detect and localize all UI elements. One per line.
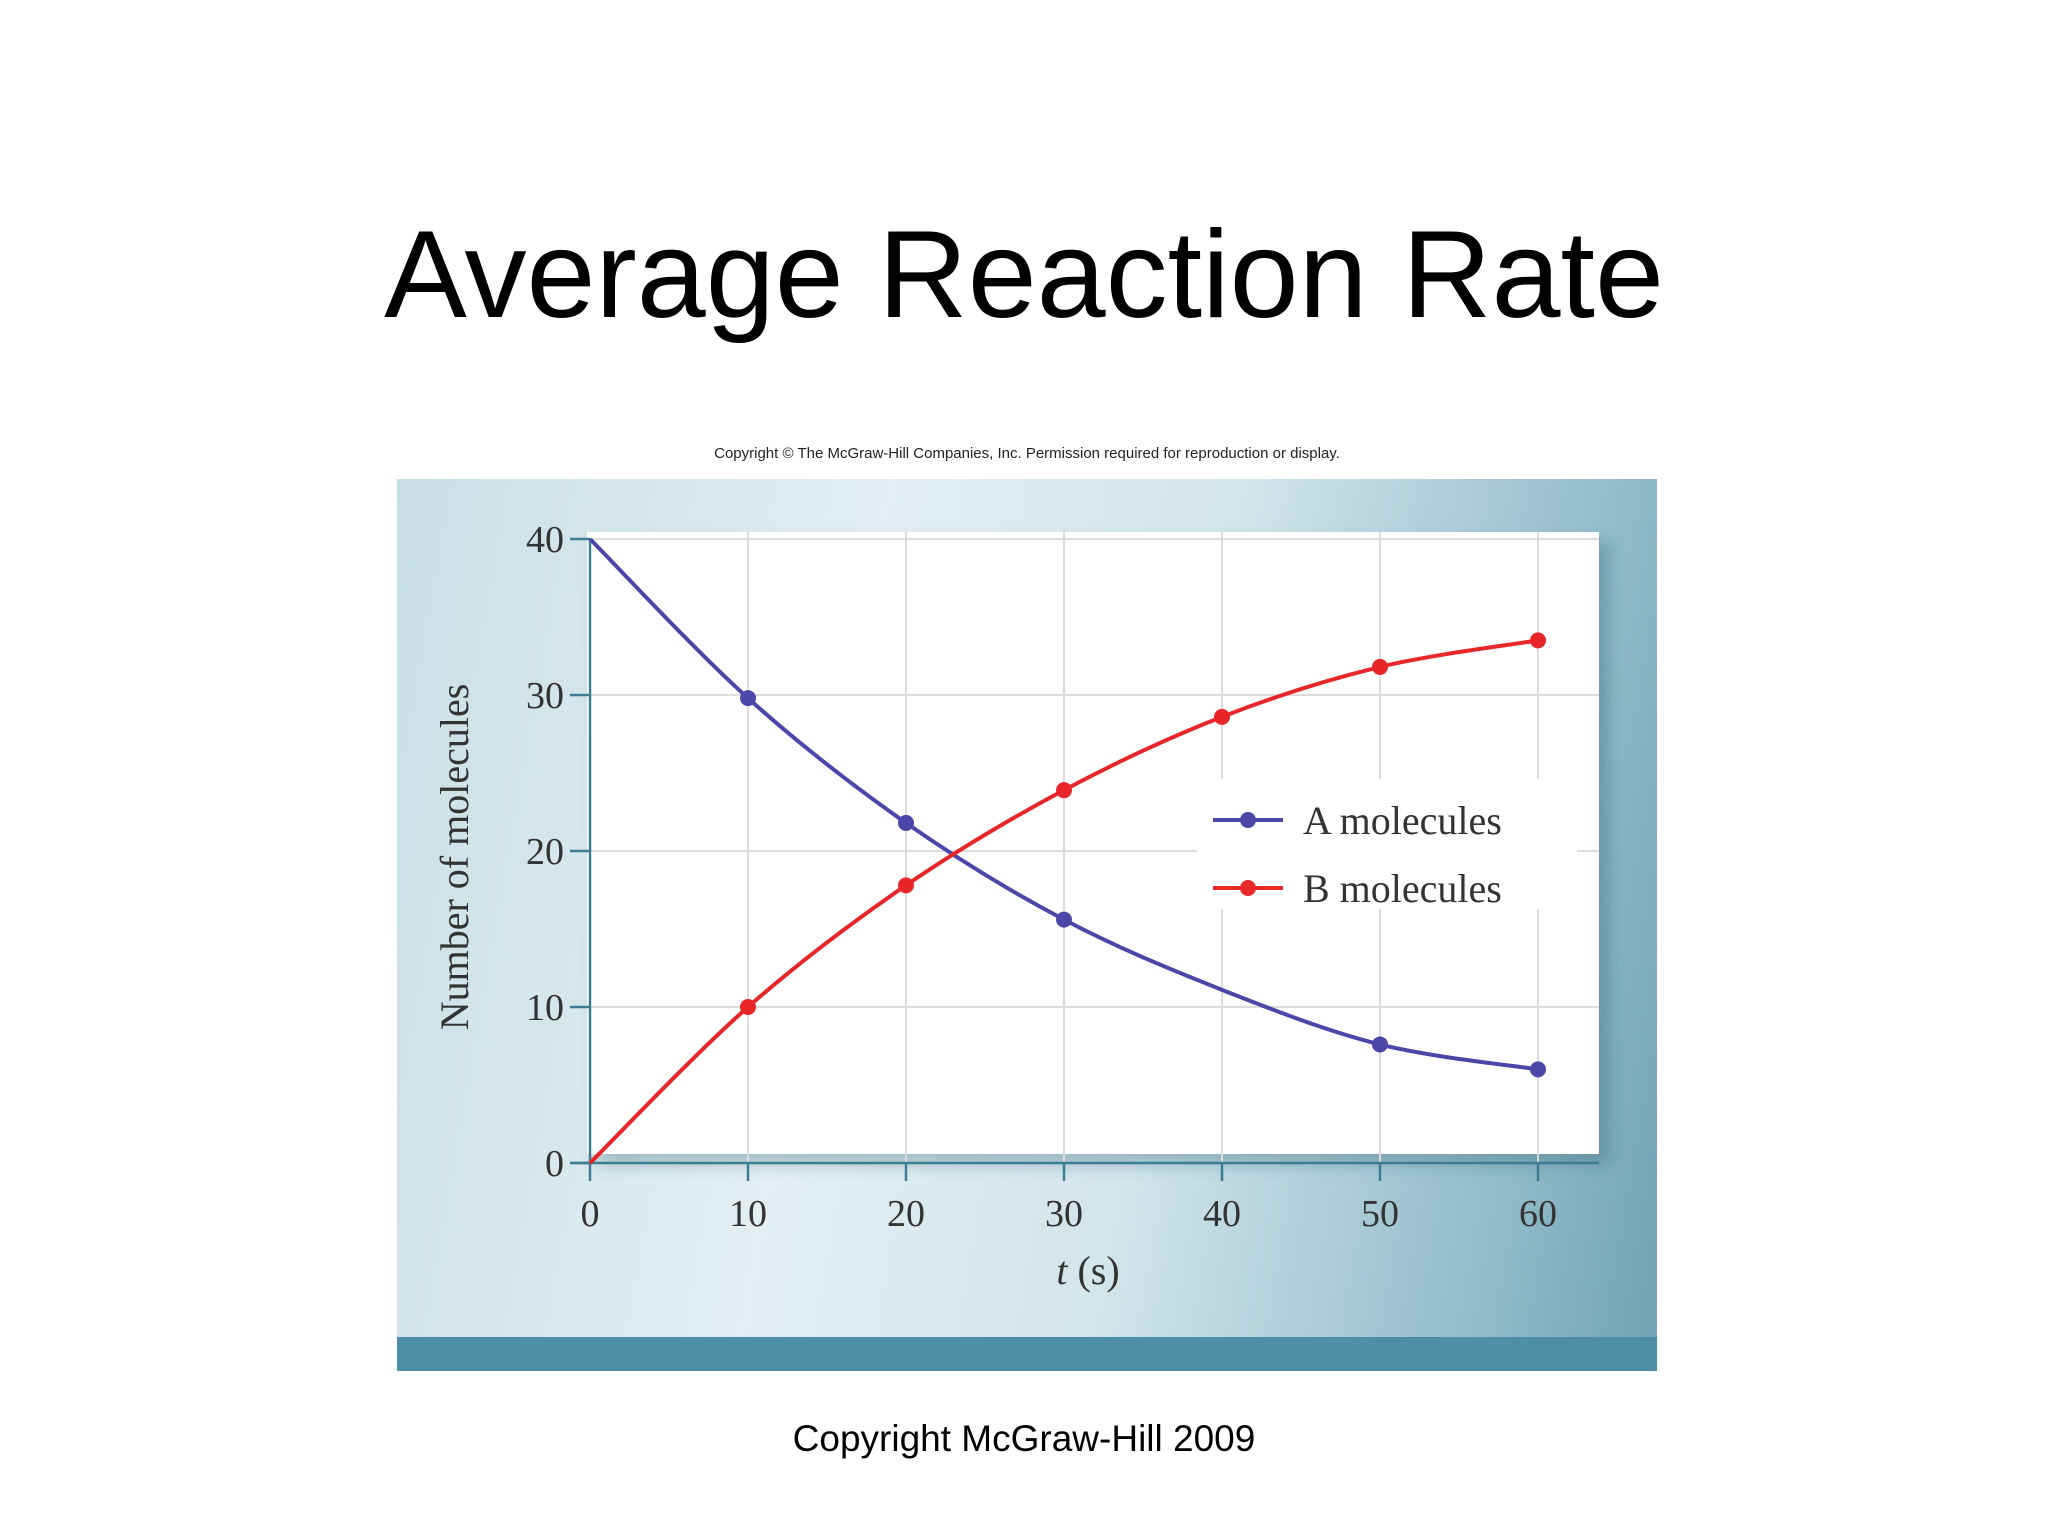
x-tick-label: 50 (1361, 1193, 1399, 1235)
slide-footer-copyright: Copyright McGraw-Hill 2009 (792, 1418, 1256, 1459)
legend-label-a-molecules: A molecules (1303, 798, 1502, 843)
data-point-b-molecules (740, 999, 756, 1015)
data-point-a-molecules (1372, 1036, 1388, 1053)
x-tick-label: 30 (1045, 1193, 1083, 1235)
slide-title: Average Reaction Rate (384, 206, 1664, 344)
legend-label-b-molecules: B molecules (1303, 866, 1502, 911)
figure-copyright-notice: Copyright © The McGraw-Hill Companies, I… (714, 445, 1340, 462)
data-point-b-molecules (1056, 782, 1072, 799)
data-series (588, 537, 1546, 1165)
data-point-a-molecules (1056, 911, 1072, 928)
x-axis-label-unit: (s) (1067, 1248, 1119, 1293)
legend: A molecules B molecules (1197, 779, 1577, 911)
x-axis-label: t (s) (1056, 1248, 1119, 1293)
legend-swatch-marker-a-molecules (1240, 812, 1256, 828)
data-point-a-molecules (1530, 1061, 1546, 1078)
x-tick-label: 40 (1203, 1193, 1241, 1235)
y-tick-label: 10 (526, 987, 564, 1029)
x-tick-label: 0 (581, 1193, 600, 1235)
legend-swatch-marker-b-molecules (1240, 880, 1256, 896)
data-point-b-molecules (1530, 632, 1546, 649)
data-point-a-molecules (740, 690, 756, 707)
y-tick-label: 40 (526, 519, 564, 561)
chart-panel-bottom-band (397, 1337, 1657, 1371)
chart-panel: 0 10 20 30 40 0 10 20 30 40 50 60 A molecules B mole… (397, 479, 1657, 1371)
data-point-a-molecules (898, 814, 914, 831)
y-axis-label: Number of molecules (432, 684, 477, 1031)
data-point-b-molecules (1214, 708, 1230, 725)
y-tick-label: 0 (545, 1143, 564, 1185)
data-point-b-molecules (898, 877, 914, 894)
data-point-b-molecules (1372, 658, 1388, 675)
x-axis-label-italic: t (1056, 1248, 1068, 1293)
axes: 0 10 20 30 40 0 10 20 30 40 50 60 (526, 519, 1599, 1235)
y-tick-label: 20 (526, 831, 564, 873)
y-tick-label: 30 (526, 675, 564, 717)
x-tick-label: 60 (1519, 1193, 1557, 1235)
line-chart: 0 10 20 30 40 0 10 20 30 40 50 60 A molecules B mole… (432, 519, 1599, 1293)
x-tick-label: 10 (729, 1193, 767, 1235)
x-tick-label: 20 (887, 1193, 925, 1235)
